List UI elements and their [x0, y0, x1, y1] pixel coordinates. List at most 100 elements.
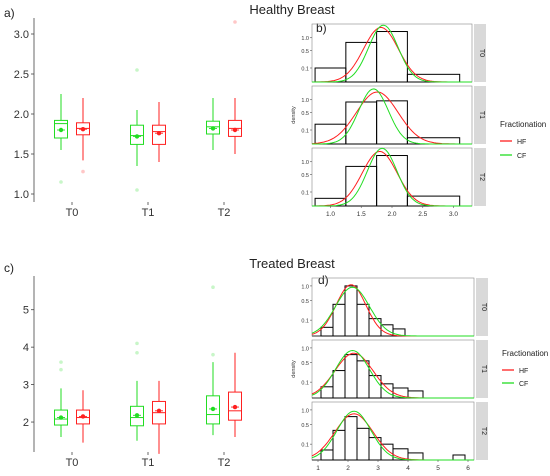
x-tick-label: 4 — [406, 465, 410, 472]
y-tick-label: 2.0 — [14, 109, 29, 121]
density-healthy: T0 0.1 0.5 1.0 T1 0.1 0.5 1.0 T2 0.1 0.5 1.0 1.0 1.5 2… — [291, 23, 486, 218]
facet-strip — [474, 86, 486, 144]
panel-label-d: d) — [318, 273, 329, 287]
y-tick-label: 1.0 — [301, 36, 309, 42]
box — [206, 395, 220, 425]
title-treated: Treated Breast — [249, 256, 335, 271]
x-tick-label: T1 — [142, 207, 155, 219]
y-tick-label: 4 — [23, 342, 29, 354]
y-tick-label: 2.5 — [14, 69, 29, 81]
box — [152, 124, 166, 145]
y-tick-label: 5 — [23, 305, 29, 317]
x-tick-label: 2.5 — [418, 211, 427, 218]
outlier-point — [211, 352, 215, 357]
legend-top: Fractionation HF CF — [500, 120, 546, 160]
facet-panel — [311, 85, 473, 145]
panel-label-b: b) — [316, 21, 327, 35]
y-tick-label: 0.5 — [301, 173, 309, 179]
histogram-bar — [345, 101, 378, 145]
y-tick-label: 1.0 — [301, 160, 309, 166]
y-tick-label: 3 — [23, 380, 29, 392]
y-tick-label: 0.1 — [301, 319, 309, 325]
y-tick-label: 0.1 — [301, 443, 309, 449]
y-axis-label: density — [291, 106, 297, 124]
y-tick-label: 3.0 — [14, 29, 29, 41]
x-tick-label: 3.0 — [449, 211, 458, 218]
histogram-bar — [344, 354, 358, 399]
y-tick-label: 2 — [23, 417, 29, 429]
density-treated: T0 0.1 0.5 1.0 T1 0.1 0.5 1.0 T2 0.1 0.5 1.0 1 2 3 4 5 6 d… — [291, 277, 488, 472]
y-tick-label: 0.5 — [301, 111, 309, 117]
histogram-bar — [376, 31, 408, 83]
histogram-bar — [356, 303, 370, 337]
x-tick-label: T2 — [218, 457, 231, 469]
x-tick-label: T1 — [142, 457, 155, 469]
histogram-bar — [376, 100, 408, 145]
outlier-point — [135, 188, 139, 192]
y-tick-label: 1.0 — [301, 408, 309, 414]
box — [76, 409, 90, 425]
box — [54, 409, 68, 426]
density-curve-cf — [312, 88, 472, 145]
facet-panel — [311, 147, 473, 207]
x-tick-label: 2.0 — [387, 211, 396, 218]
x-tick-label: 1.5 — [357, 211, 366, 218]
histogram-bar — [314, 67, 347, 83]
x-tick-label: T0 — [66, 457, 79, 469]
x-tick-label: T2 — [218, 207, 231, 219]
y-tick-label: 1.5 — [14, 149, 29, 161]
histogram-bar — [344, 416, 358, 461]
legend-cf-label: CF — [517, 153, 526, 160]
facet-strip-label: T1 — [478, 111, 485, 119]
histogram-bar — [356, 360, 370, 399]
y-tick-label: 0.5 — [301, 361, 309, 367]
panel-label-a: a) — [4, 6, 15, 20]
density-curve-cf — [311, 349, 474, 399]
y-tick-label: 0.1 — [301, 381, 309, 387]
x-tick-label: 2 — [346, 465, 350, 472]
facet-strip — [476, 340, 488, 398]
x-tick-label: 5 — [436, 465, 440, 472]
box — [206, 120, 220, 135]
legend-title: Fractionation — [502, 349, 548, 358]
y-tick-label: 0.5 — [301, 49, 309, 55]
density-curve-hf — [312, 27, 472, 83]
box — [130, 124, 144, 145]
x-tick-label: T0 — [66, 207, 79, 219]
x-tick-label: 6 — [466, 465, 470, 472]
histogram-bar — [345, 41, 378, 83]
y-tick-label: 0.1 — [301, 67, 309, 73]
outlier-point — [135, 341, 139, 346]
facet-strip — [476, 278, 488, 336]
histogram-bar — [406, 73, 461, 83]
facet-strip-label: T0 — [478, 49, 485, 57]
histogram-bar — [320, 386, 334, 399]
y-axis-label: density — [291, 360, 297, 378]
outlier-point — [211, 285, 215, 290]
title-healthy: Healthy Breast — [249, 2, 335, 17]
boxplot-healthy: 1.0 1.5 2.0 2.5 3.0 T0 T1 T2 — [14, 18, 242, 219]
histogram-bar — [332, 303, 346, 337]
y-tick-label: 0.1 — [301, 191, 309, 197]
outlier-point — [59, 180, 63, 184]
y-tick-label: 1.0 — [301, 98, 309, 104]
density-curve-cf — [312, 147, 472, 207]
panel-label-c: c) — [4, 261, 14, 275]
histogram-bar — [314, 123, 347, 145]
box — [228, 391, 242, 421]
y-tick-label: 1.0 — [301, 284, 309, 290]
density-curve-cf — [311, 410, 474, 461]
legend-hf-label: HF — [519, 368, 528, 375]
facet-strip-label: T2 — [478, 173, 485, 181]
facet-panel — [311, 23, 473, 83]
facet-strip-label: T1 — [480, 365, 487, 373]
outlier-point — [233, 20, 237, 24]
legend-title: Fractionation — [500, 120, 546, 129]
outlier-point — [135, 350, 139, 355]
x-tick-label: 1.0 — [326, 211, 335, 218]
outlier-point — [59, 367, 63, 372]
facet-strip-label: T0 — [480, 303, 487, 311]
boxplot-treated: 2 3 4 5 T0 T1 T2 — [23, 276, 242, 469]
facet-strip — [474, 24, 486, 82]
